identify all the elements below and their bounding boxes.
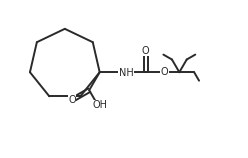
- Text: O: O: [68, 94, 76, 105]
- Text: O: O: [161, 67, 168, 77]
- Text: OH: OH: [93, 100, 108, 110]
- Text: NH: NH: [119, 68, 134, 78]
- Text: O: O: [142, 46, 149, 56]
